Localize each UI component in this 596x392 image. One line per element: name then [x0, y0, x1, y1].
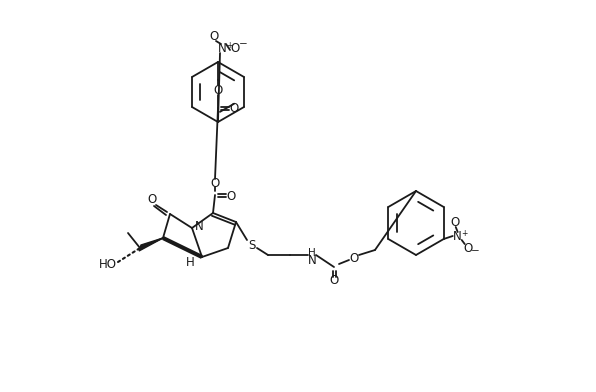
Text: −: −: [471, 246, 480, 256]
Text: O: O: [213, 83, 223, 96]
Text: N: N: [308, 254, 316, 267]
Text: H: H: [185, 256, 194, 270]
Text: O: O: [330, 274, 339, 287]
Text: O: O: [231, 42, 240, 54]
Text: +: +: [461, 229, 468, 238]
Text: H: H: [308, 248, 316, 258]
Text: O: O: [210, 176, 219, 189]
Text: O: O: [226, 189, 235, 203]
Polygon shape: [139, 238, 163, 251]
Text: O: O: [229, 102, 238, 114]
Text: O: O: [349, 252, 359, 265]
Text: −: −: [238, 39, 247, 49]
Text: N: N: [195, 220, 203, 232]
Text: O: O: [209, 29, 219, 42]
Text: S: S: [249, 238, 256, 252]
Text: N: N: [454, 229, 462, 243]
Text: +: +: [226, 40, 232, 49]
Text: HO: HO: [99, 258, 117, 272]
Text: N: N: [218, 42, 226, 54]
Text: O: O: [463, 241, 473, 254]
Text: O: O: [147, 192, 157, 205]
Text: O: O: [450, 216, 460, 229]
